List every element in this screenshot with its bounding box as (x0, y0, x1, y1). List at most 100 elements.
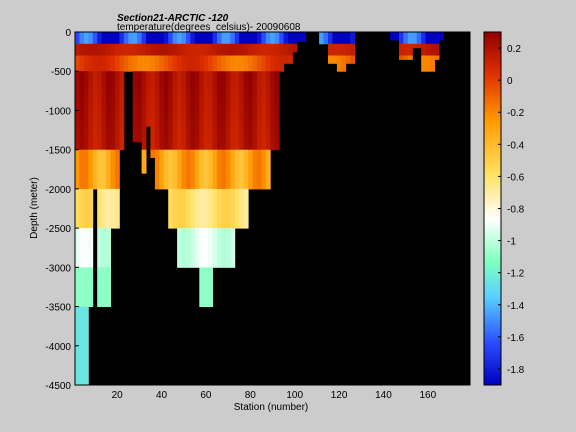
data-cell (257, 43, 262, 51)
data-cell (75, 37, 80, 45)
data-cell (341, 55, 347, 64)
data-cell (75, 149, 80, 170)
data-cell (257, 149, 262, 170)
data-cell (274, 102, 280, 111)
data-cell (154, 169, 160, 190)
data-cell (248, 79, 253, 88)
data-cell (92, 37, 98, 45)
data-cell (154, 94, 160, 104)
data-cell (217, 79, 222, 88)
data-cell (190, 228, 196, 249)
data-cell (208, 71, 213, 80)
data-cell (239, 149, 245, 170)
x-tick-label: 60 (200, 390, 212, 401)
data-cell (239, 134, 245, 143)
data-cell (110, 141, 116, 151)
data-cell (181, 149, 187, 170)
data-cell (208, 55, 213, 64)
data-cell (132, 134, 138, 143)
data-cell (141, 49, 147, 57)
data-cell (114, 79, 120, 88)
data-cell (181, 86, 187, 96)
colorbar-tick-label: -1.8 (507, 365, 525, 376)
data-cell (97, 49, 103, 57)
data-cell (88, 141, 94, 151)
data-cell (79, 188, 85, 209)
data-cell (92, 71, 98, 80)
data-cell (328, 55, 333, 64)
data-cell (92, 149, 98, 170)
data-cell (341, 49, 347, 57)
data-cell (261, 63, 267, 72)
data-cell (154, 126, 160, 135)
data-cell (225, 43, 231, 51)
data-cell (181, 188, 187, 209)
data-cell (106, 49, 111, 57)
data-cell (177, 43, 182, 51)
data-cell (345, 43, 351, 51)
data-cell (79, 63, 85, 72)
data-cell (172, 43, 178, 51)
data-cell (106, 43, 111, 51)
data-cell (101, 110, 107, 119)
data-cell (75, 141, 80, 151)
data-cell (168, 134, 174, 143)
data-cell (225, 49, 231, 57)
data-cell (146, 110, 151, 119)
data-cell (350, 55, 356, 64)
data-cell (425, 49, 431, 57)
data-cell (83, 86, 89, 96)
plot-frame (74, 31, 471, 386)
data-cell (177, 49, 182, 57)
data-cell (412, 37, 418, 45)
data-cell (79, 110, 85, 119)
data-cell (257, 63, 262, 72)
data-cell (252, 49, 258, 57)
data-cell (101, 247, 107, 268)
data-cell (97, 86, 103, 96)
data-cell (114, 43, 120, 51)
data-cell (203, 79, 209, 88)
data-cell (190, 32, 196, 39)
data-cell (79, 71, 85, 80)
data-cell (421, 63, 427, 72)
data-cell (203, 208, 209, 229)
data-cell (212, 79, 218, 88)
data-cell (221, 63, 227, 72)
data-cell (137, 37, 142, 45)
data-cell (194, 228, 200, 249)
data-cell (261, 43, 267, 51)
data-cell (106, 247, 111, 268)
data-cell (83, 306, 89, 327)
data-cell (101, 43, 107, 51)
data-cell (88, 134, 94, 143)
data-cell (234, 102, 240, 111)
data-cell (252, 110, 258, 119)
data-cell (274, 43, 280, 51)
data-cell (150, 102, 156, 111)
data-cell (150, 126, 156, 135)
data-cell (141, 32, 147, 39)
data-cell (132, 126, 138, 135)
data-cell (296, 37, 302, 42)
data-cell (234, 188, 240, 209)
data-cell (114, 71, 120, 80)
data-cell (261, 32, 267, 39)
data-cell (75, 345, 80, 366)
data-cell (225, 79, 231, 88)
data-cell (101, 102, 107, 111)
data-cell (430, 32, 435, 39)
data-cell (261, 102, 267, 111)
data-cell (83, 345, 89, 366)
data-cell (159, 63, 165, 72)
data-cell (141, 71, 147, 80)
data-cell (190, 86, 196, 96)
data-cell (119, 102, 125, 111)
data-cell (225, 110, 231, 119)
data-cell (154, 37, 160, 45)
data-cell (199, 71, 205, 80)
data-cell (154, 110, 160, 119)
data-cell (75, 365, 80, 386)
data-cell (248, 55, 253, 64)
data-cell (243, 49, 249, 57)
